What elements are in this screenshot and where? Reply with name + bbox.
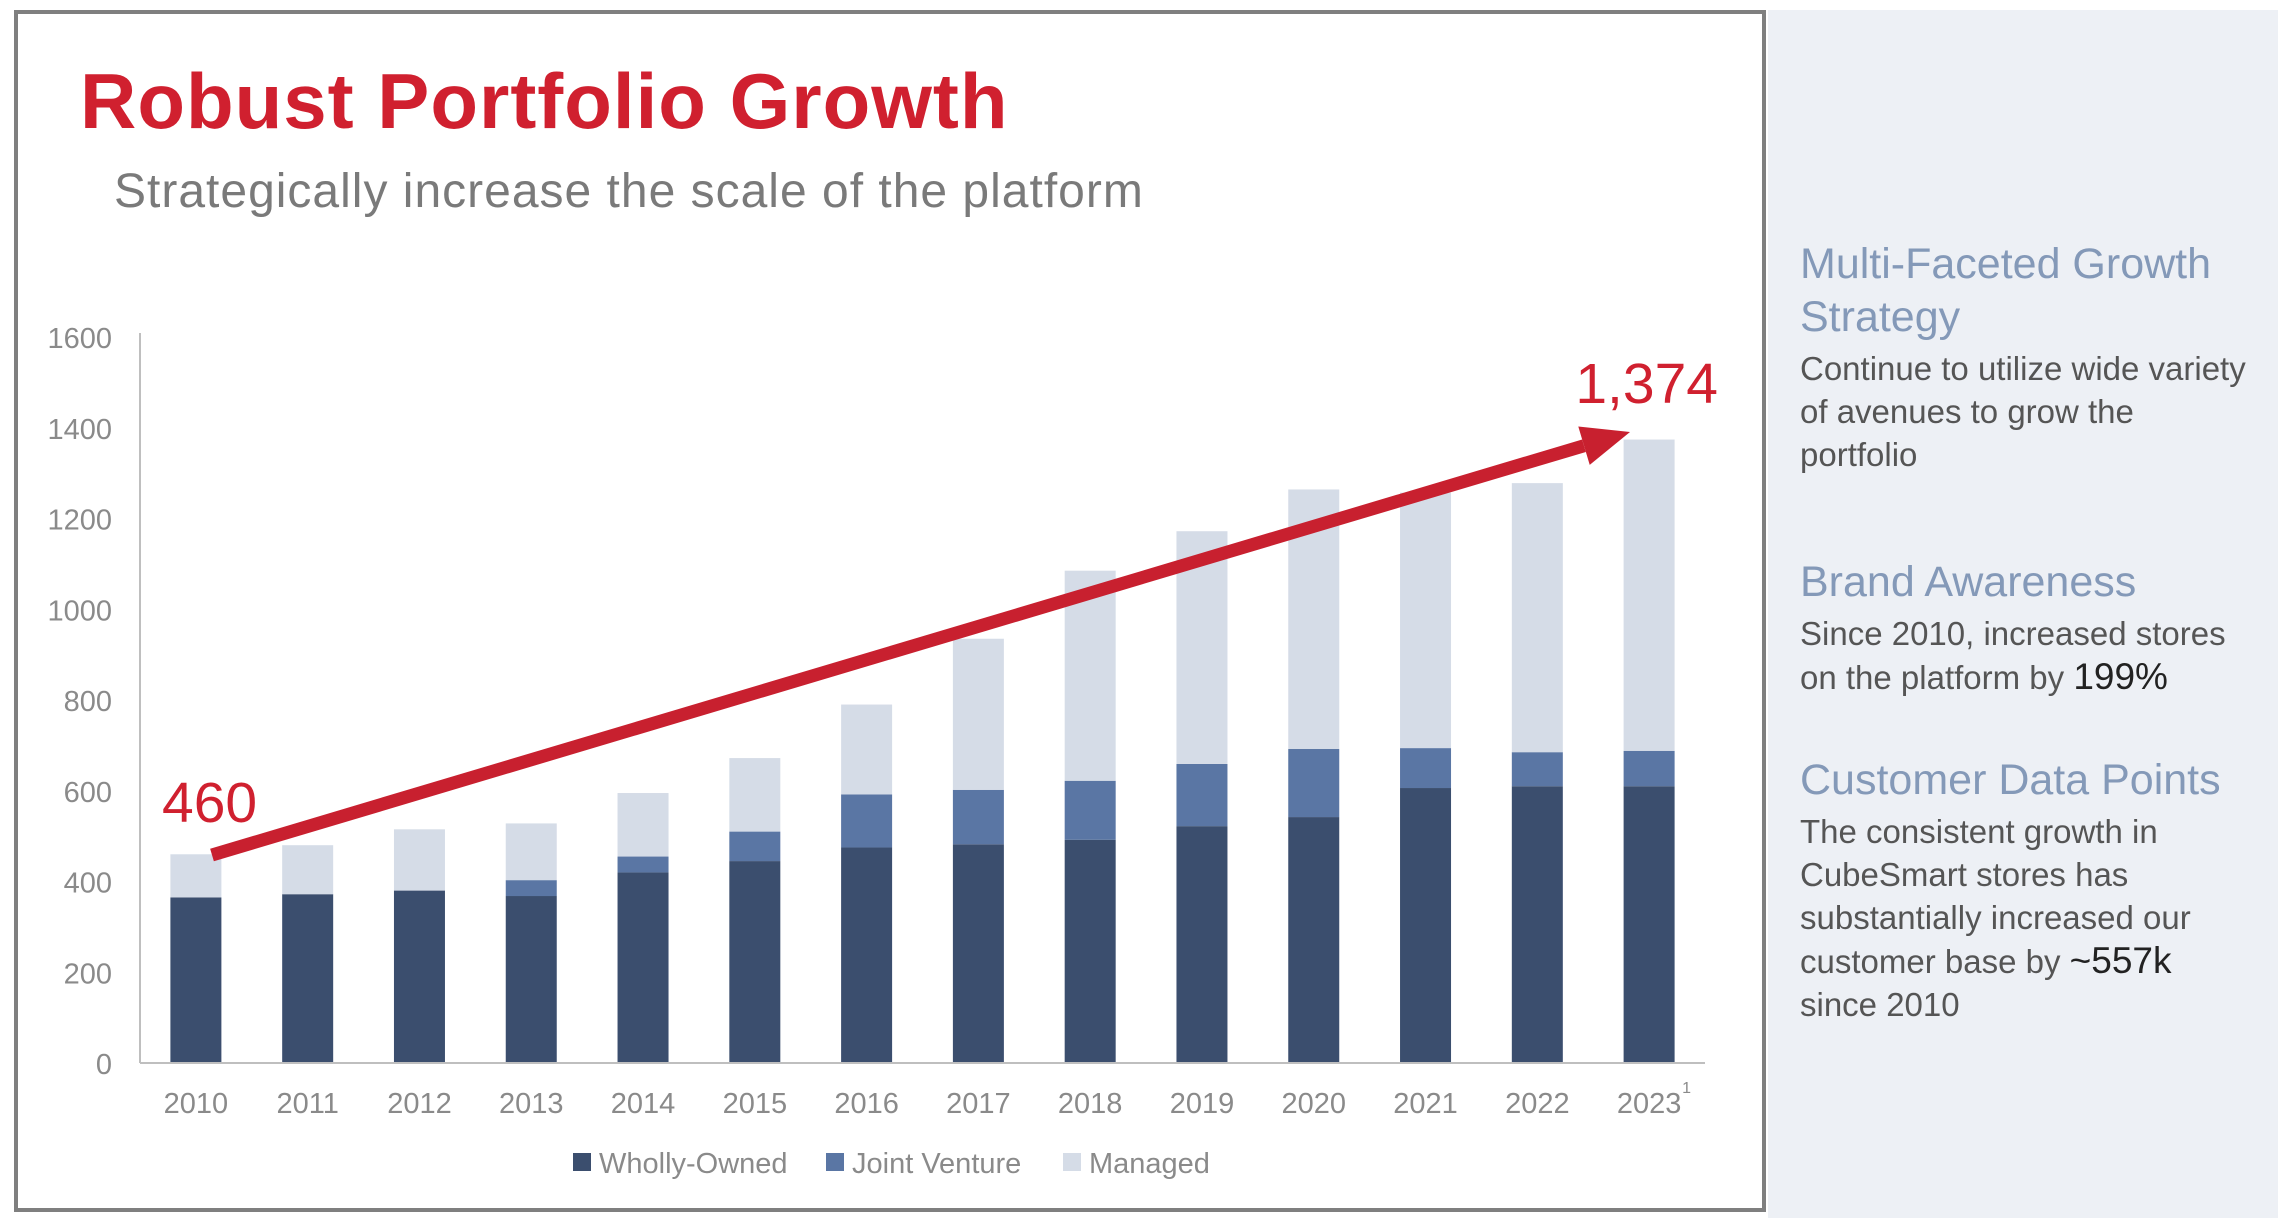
bar-joint-venture-2018 [1064, 780, 1116, 840]
y-tick-label: 1000 [47, 595, 112, 627]
y-tick-label: 400 [64, 868, 112, 900]
bar-wholly-owned-2023 [1623, 786, 1675, 1063]
bar-managed-2014 [617, 793, 669, 857]
bar-managed-2022 [1511, 483, 1563, 753]
footnote-marker: 1 [1682, 1080, 1691, 1097]
y-tick-label: 600 [64, 777, 112, 809]
customer-data-heading: Customer Data Points [1800, 756, 2221, 804]
bar-managed-2023 [1623, 439, 1675, 751]
growth-strategy-heading: Multi-Faceted Growth Strategy [1800, 240, 2212, 341]
y-tick-label: 0 [96, 1049, 112, 1081]
legend-label: Joint Venture [852, 1148, 1021, 1180]
y-axis: 0 200 400 600 800 1000 1200 1400 1600 [47, 323, 141, 1081]
legend-swatch-wholly-owned [573, 1153, 591, 1171]
bar-managed-2012 [393, 829, 445, 891]
bar-wholly-owned-2010 [170, 897, 222, 1063]
x-tick-label: 2012 [387, 1088, 452, 1120]
x-tick-label: 2015 [723, 1088, 788, 1120]
x-tick-label: 2022 [1505, 1088, 1570, 1120]
bar-joint-venture-2016 [841, 794, 893, 848]
x-tick-label: 2018 [1058, 1088, 1123, 1120]
brand-awareness-highlight: 199% [2073, 656, 2168, 697]
slide-title: Robust Portfolio Growth [80, 57, 1009, 145]
x-tick-label: 2019 [1170, 1088, 1235, 1120]
bar-joint-venture-2015 [729, 831, 781, 862]
trend-arrow-head [1578, 426, 1630, 465]
y-tick-label: 1400 [47, 414, 112, 446]
bar-managed-2011 [282, 845, 334, 895]
sidebar-panel [1768, 10, 2278, 1218]
x-tick-label: 2013 [499, 1088, 564, 1120]
bar-wholly-owned-2018 [1064, 839, 1116, 1063]
y-tick-label: 800 [64, 686, 112, 718]
start-total-label: 460 [162, 771, 257, 835]
y-tick-label: 200 [64, 958, 112, 990]
bar-joint-venture-2014 [617, 856, 669, 873]
bar-managed-2015 [729, 758, 781, 832]
brand-awareness-heading: Brand Awareness [1800, 558, 2137, 606]
bar-wholly-owned-2020 [1288, 817, 1340, 1063]
bar-wholly-owned-2019 [1176, 826, 1228, 1063]
bar-joint-venture-2023 [1623, 750, 1675, 787]
legend: Wholly-Owned Joint Venture Managed [573, 1148, 1210, 1180]
bar-managed-2013 [505, 823, 557, 881]
bar-joint-venture-2019 [1176, 763, 1228, 827]
legend-swatch-managed [1063, 1153, 1081, 1171]
customer-data-body: The consistent growth in CubeSmart store… [1800, 810, 2250, 1026]
bar-joint-venture-2013 [505, 880, 557, 897]
bar-wholly-owned-2014 [617, 872, 669, 1063]
bar-managed-2017 [952, 638, 1004, 790]
legend-label: Managed [1089, 1148, 1210, 1180]
bar-wholly-owned-2017 [952, 844, 1004, 1063]
bar-wholly-owned-2011 [282, 894, 334, 1063]
x-axis: 2010 2011 2012 2013 2014 2015 2016 2017 2018 2019… [140, 1062, 1705, 1120]
sidebar-section-customer: Customer Data Points The consistent grow… [1800, 754, 2250, 1026]
trend-arrow: 460 1,374 [162, 352, 1718, 862]
x-tick-label: 2023 [1617, 1088, 1682, 1120]
bar-managed-2016 [841, 704, 893, 795]
bar-wholly-owned-2021 [1400, 788, 1452, 1063]
bar-managed-2010 [170, 854, 222, 898]
customer-data-tail: since 2010 [1800, 986, 1960, 1023]
bar-joint-venture-2017 [952, 789, 1004, 845]
growth-strategy-body: Continue to utilize wide variety of aven… [1800, 350, 2246, 473]
slide-subtitle: Strategically increase the scale of the … [114, 165, 1144, 218]
bars [170, 439, 1675, 1063]
trend-arrow-shaft [210, 439, 1586, 862]
bar-wholly-owned-2012 [393, 890, 445, 1063]
bar-joint-venture-2021 [1400, 748, 1452, 789]
x-tick-label: 2010 [164, 1088, 229, 1120]
bar-wholly-owned-2022 [1511, 786, 1563, 1063]
bar-managed-2021 [1400, 492, 1452, 749]
sidebar-section-brand: Brand Awareness Since 2010, increased st… [1800, 556, 2250, 699]
customer-data-text: The consistent growth in CubeSmart store… [1800, 813, 2191, 980]
bar-joint-venture-2022 [1511, 752, 1563, 787]
x-tick-label: 2020 [1281, 1088, 1346, 1120]
x-tick-label: 2021 [1393, 1088, 1458, 1120]
y-tick-label: 1200 [47, 505, 112, 537]
bar-managed-2018 [1064, 570, 1116, 781]
bar-wholly-owned-2013 [505, 896, 557, 1063]
bar-wholly-owned-2015 [729, 861, 781, 1063]
y-tick-label: 1600 [47, 323, 112, 355]
x-tick-label: 2014 [611, 1088, 676, 1120]
legend-swatch-joint-venture [826, 1153, 844, 1171]
end-total-label: 1,374 [1575, 352, 1718, 416]
brand-awareness-text: Since 2010, increased stores on the plat… [1800, 615, 2226, 696]
sidebar-section-growth: Multi-Faceted Growth Strategy Continue t… [1800, 238, 2250, 476]
bar-wholly-owned-2016 [841, 847, 893, 1063]
customer-data-highlight: ~557k [2069, 940, 2172, 981]
brand-awareness-body: Since 2010, increased stores on the plat… [1800, 612, 2250, 699]
x-tick-label: 2017 [946, 1088, 1011, 1120]
x-tick-label: 2016 [834, 1088, 899, 1120]
x-tick-label: 2011 [276, 1088, 338, 1120]
legend-label: Wholly-Owned [599, 1148, 788, 1180]
bar-joint-venture-2020 [1288, 749, 1340, 818]
